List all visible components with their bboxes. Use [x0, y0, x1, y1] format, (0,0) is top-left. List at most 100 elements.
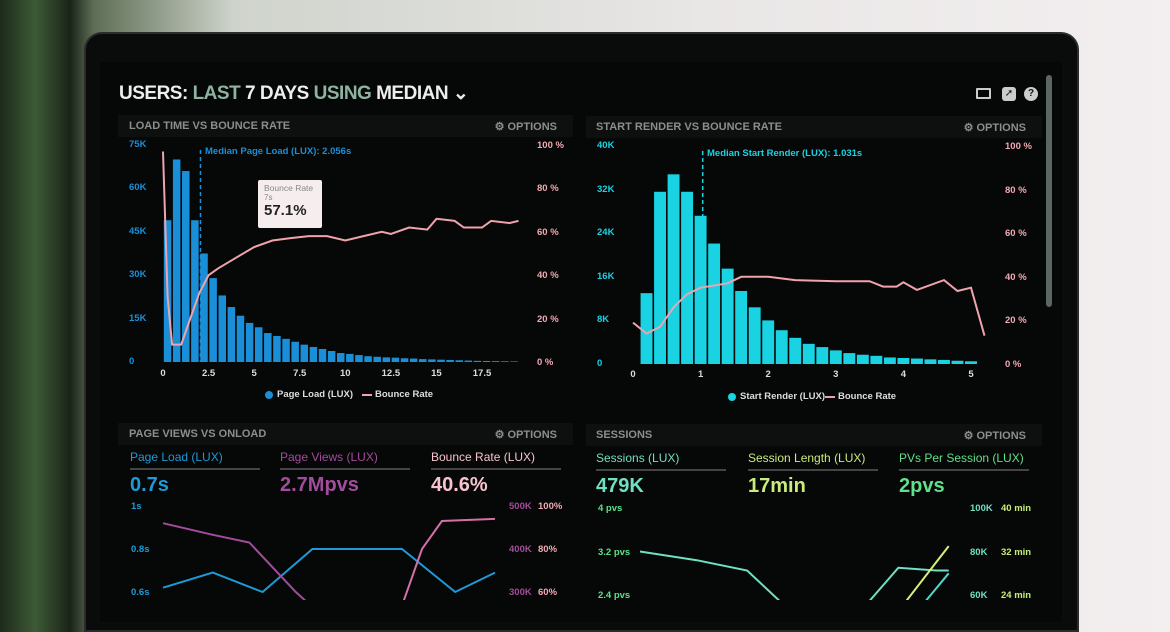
histogram-bar — [667, 174, 680, 364]
histogram-bar — [640, 293, 653, 364]
scrollbar[interactable] — [1046, 75, 1052, 307]
panel-title: LOAD TIME VS BOUNCE RATE — [129, 120, 291, 132]
histogram-bar — [951, 360, 964, 364]
y-tick-label: 2.4 pvs — [598, 590, 631, 601]
histogram-bar — [409, 358, 418, 362]
kpi-value: 2pvs — [899, 475, 945, 497]
y2-tick-label: 60 % — [537, 226, 559, 238]
y3-tick-label: 100% — [538, 501, 563, 512]
kpi-label[interactable]: Page Load (LUX) — [130, 450, 260, 470]
x-tick-label: 7.5 — [293, 368, 307, 379]
kpi-label[interactable]: Bounce Rate (LUX) — [431, 450, 561, 470]
title-last: LAST — [192, 83, 241, 104]
x-tick-label: 4 — [900, 369, 907, 380]
histogram-bar — [762, 320, 775, 364]
options-label: OPTIONS — [507, 121, 557, 133]
kpi-label[interactable]: Page Views (LUX) — [280, 450, 410, 470]
y-tick-label: 15K — [129, 312, 147, 324]
histogram-bar — [829, 350, 842, 364]
histogram-bar — [455, 360, 463, 362]
y-tick-label: 75K — [129, 139, 147, 150]
panel-title: PAGE VIEWS VS ONLOAD — [129, 428, 267, 440]
options-button[interactable]: ⚙ OPTIONS — [963, 430, 1026, 442]
y2-tick-label: 0 % — [537, 357, 554, 368]
y2-tick-label: 60K — [970, 590, 988, 601]
y-tick-label: 3.2 pvs — [598, 546, 631, 558]
x-tick-label: 5 — [251, 368, 257, 379]
monitor-icon[interactable] — [976, 88, 991, 99]
share-icon[interactable]: ➚ — [1002, 87, 1016, 101]
help-icon[interactable]: ? — [1024, 87, 1038, 101]
histogram-bar — [355, 355, 363, 362]
histogram-bar — [291, 341, 299, 362]
histogram-bar — [694, 215, 707, 364]
histogram-bar — [264, 333, 272, 362]
y-tick-label: 45K — [129, 225, 147, 237]
y2-tick-label: 0 % — [1005, 359, 1022, 370]
median-annotation: Median Page Load (LUX): 2.056s — [205, 146, 352, 157]
chevron-down-icon[interactable]: ⌄ — [452, 83, 469, 104]
x-tick-label: 3 — [833, 369, 839, 380]
title-range[interactable]: 7 DAYS — [244, 83, 309, 104]
y2-tick-label: 300K — [509, 587, 532, 598]
panel-header-load-time: LOAD TIME VS BOUNCE RATE ⚙ OPTIONS — [118, 115, 573, 137]
options-button[interactable]: ⚙ OPTIONS — [494, 429, 557, 441]
y2-tick-label: 60 % — [1005, 228, 1027, 240]
x-tick-label: 2.5 — [201, 368, 216, 379]
histogram-bar — [464, 360, 473, 362]
series-line — [905, 545, 950, 600]
histogram-bar — [218, 295, 227, 362]
histogram-bar — [681, 191, 694, 364]
title-metric[interactable]: MEDIAN — [376, 83, 449, 104]
histogram-bar — [748, 307, 761, 364]
histogram-bar — [200, 253, 208, 362]
y3-tick-label: 40 min — [1001, 503, 1032, 514]
series-line — [402, 517, 496, 600]
histogram-bar — [721, 268, 734, 364]
histogram-bar — [775, 330, 788, 364]
title-users: USERS: — [119, 83, 188, 104]
kpi-value: 479K — [596, 475, 644, 497]
histogram-bar — [482, 360, 491, 362]
y3-tick-label: 32 min — [1001, 546, 1032, 558]
x-tick-label: 2 — [765, 369, 771, 380]
histogram-bar — [245, 322, 254, 362]
panel-header-sessions: SESSIONS ⚙ OPTIONS — [586, 424, 1042, 446]
y2-tick-label: 500K — [509, 501, 532, 512]
kpi-value: 0.7s — [130, 474, 169, 496]
legend-label-line: Bounce Rate — [375, 389, 434, 400]
kpi-label[interactable]: PVs Per Session (LUX) — [899, 451, 1029, 471]
histogram-bar — [883, 357, 896, 364]
histogram-bar — [346, 353, 354, 362]
series-line — [868, 566, 949, 600]
histogram-bar — [428, 359, 436, 362]
y2-tick-label: 100K — [970, 503, 993, 514]
histogram-bar — [400, 358, 409, 362]
median-annotation: Median Start Render (LUX): 1.031s — [707, 148, 863, 159]
y2-tick-label: 80 % — [537, 183, 559, 195]
panel-header-start-render: START RENDER VS BOUNCE RATE ⚙ OPTIONS — [586, 116, 1042, 138]
y-tick-label: 24K — [597, 227, 615, 239]
histogram-bar — [965, 361, 977, 364]
x-tick-label: 5 — [968, 369, 974, 380]
histogram-bar — [236, 315, 245, 362]
y2-tick-label: 100 % — [1005, 141, 1032, 152]
kpi-label[interactable]: Session Length (LUX) — [748, 451, 878, 471]
series-line — [639, 550, 781, 600]
y-tick-label: 32K — [597, 183, 615, 195]
tooltip-label: Bounce Rate — [264, 183, 314, 193]
y-tick-label: 1s — [131, 501, 142, 512]
dashboard-title[interactable]: USERS: LAST 7 DAYS USING MEDIAN ⌄ — [119, 82, 469, 105]
options-button[interactable]: ⚙ OPTIONS — [963, 122, 1026, 134]
options-button[interactable]: ⚙ OPTIONS — [494, 121, 557, 133]
kpi-label[interactable]: Sessions (LUX) — [596, 451, 726, 471]
bounce-rate-line — [162, 151, 519, 346]
histogram-bar — [897, 358, 910, 364]
panel-header-page-views: PAGE VIEWS VS ONLOAD ⚙ OPTIONS — [118, 423, 573, 445]
kpi-value: 40.6% — [431, 474, 488, 496]
y2-tick-label: 20 % — [1005, 315, 1027, 327]
histogram-bar — [364, 356, 372, 362]
histogram-bar — [856, 354, 869, 364]
series-line — [162, 548, 496, 594]
y-tick-label: 60K — [129, 182, 147, 194]
